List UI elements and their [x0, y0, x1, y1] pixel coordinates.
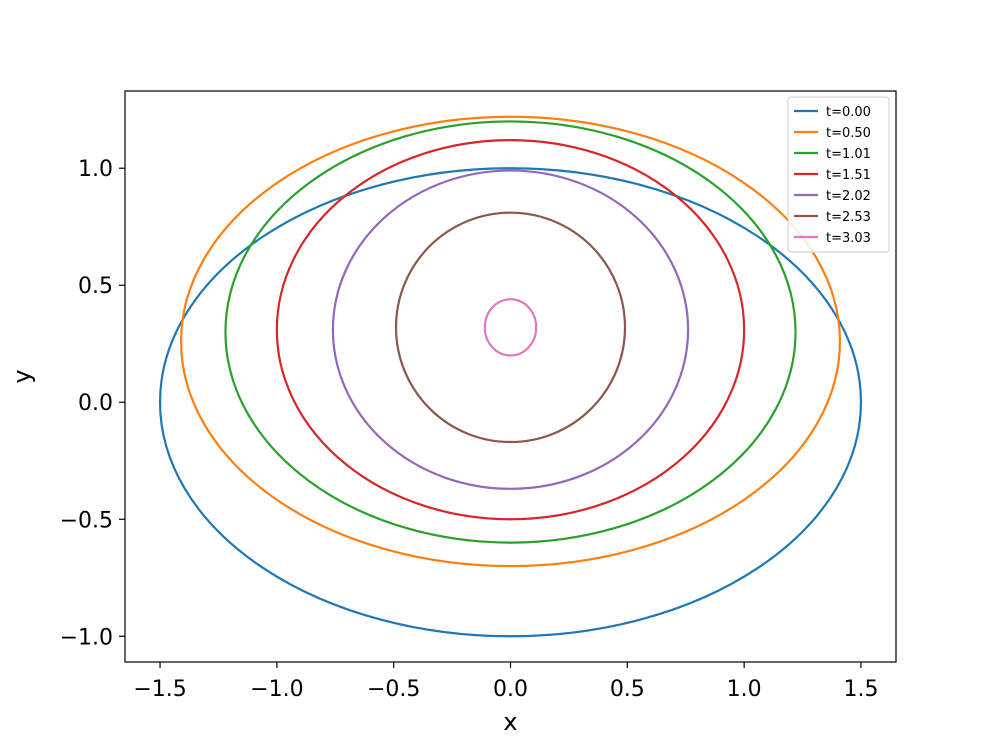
series-curve-6: [483, 298, 538, 357]
series-curve-1: [179, 115, 842, 568]
x-tick-label: −1.0: [250, 677, 303, 702]
legend-label: t=3.03: [826, 231, 871, 246]
x-tick-label: 0.5: [610, 677, 645, 702]
series-curve-5: [394, 211, 627, 444]
x-tick-label: 1.5: [843, 677, 878, 702]
y-tick-label: −0.5: [60, 508, 113, 533]
x-tick-label: −0.5: [367, 677, 420, 702]
legend-label: t=1.01: [826, 147, 871, 162]
legend-label: t=0.50: [826, 126, 871, 141]
y-tick-label: 0.0: [78, 391, 113, 416]
legend-label: t=0.00: [826, 105, 871, 120]
series-curve-2: [224, 120, 797, 544]
series-curve-3: [275, 139, 746, 521]
series-layer: [158, 115, 863, 638]
y-tick-label: 1.0: [78, 157, 113, 182]
legend-label: t=2.53: [826, 210, 871, 225]
y-tick-label: 0.5: [78, 274, 113, 299]
x-tick-label: 1.0: [727, 677, 762, 702]
x-tick-label: −1.5: [133, 677, 186, 702]
x-axis-label: x: [503, 708, 517, 736]
legend-label: t=2.02: [826, 189, 871, 204]
legend-box: [787, 96, 890, 253]
legend: t=0.00 t=0.50 t=1.01 t=1.51 t=2.02 t=2.53 t=3.…: [787, 96, 890, 253]
y-axis: −1.0 −0.5 0.0 0.5 1.0: [60, 157, 125, 650]
x-tick-label: 0.0: [493, 677, 528, 702]
legend-label: t=1.51: [826, 168, 871, 183]
y-axis-label: y: [8, 369, 36, 383]
y-tick-label: −1.0: [60, 625, 113, 650]
series-curve-0: [158, 167, 863, 638]
x-axis: −1.5 −1.0 −0.5 0.0 0.5 1.0 1.5: [133, 662, 878, 702]
series-curve-4: [331, 169, 690, 490]
